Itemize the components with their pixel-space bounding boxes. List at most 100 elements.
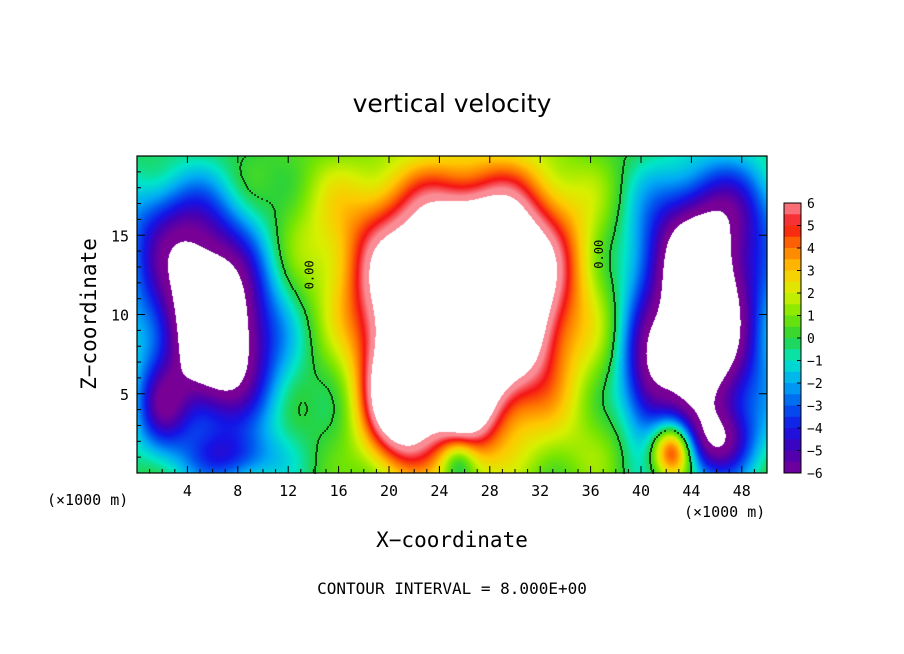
contour-segment [333, 410, 335, 412]
contour-labels: 0.00 0.00 [302, 240, 606, 290]
contour-segment [308, 326, 310, 328]
contour-segment [298, 412, 300, 414]
contour-segment [277, 242, 279, 244]
contour-segment [311, 354, 313, 356]
contour-segment [608, 368, 610, 370]
contour-segment [308, 328, 310, 330]
contour-segment [608, 418, 610, 420]
contour-segment [315, 462, 317, 464]
contour-segment [245, 184, 247, 186]
contour-segment [312, 360, 314, 362]
contour-segment [613, 336, 615, 338]
contour-segment [674, 430, 676, 432]
contour-segment [614, 308, 616, 310]
colorbar-tick-label: 5 [807, 220, 815, 235]
colorbar-swatch [784, 405, 801, 418]
contour-segment [604, 382, 606, 384]
contour-segment [279, 252, 281, 254]
contour-segment [614, 324, 616, 326]
contour-segment [319, 380, 321, 382]
contour-segment [622, 172, 624, 174]
contour-segment [280, 256, 282, 258]
heatmap-field [137, 156, 767, 473]
contour-segment [613, 300, 615, 302]
contour-segment [315, 456, 317, 458]
contour-segment [609, 262, 611, 264]
contour-segment [612, 286, 614, 288]
contour-segment [609, 264, 611, 266]
contour-segment [619, 444, 621, 446]
contour-segment [605, 412, 607, 414]
colorbar-tick-label: −1 [807, 355, 823, 370]
contour-segment [614, 230, 616, 232]
contour-segment [275, 220, 277, 222]
contour-segment [315, 374, 317, 376]
colorbar-swatch [784, 326, 801, 339]
contour-segment [278, 244, 280, 246]
contour-segment [620, 446, 622, 448]
contour-segment [613, 296, 615, 298]
colorbar-swatch [784, 248, 801, 260]
contour-segment [278, 246, 280, 248]
colorbar-swatch [784, 259, 801, 271]
contour-segment [603, 406, 605, 408]
contour-segment [286, 276, 288, 278]
contour-segment [305, 412, 307, 414]
contour-segment [333, 408, 335, 410]
contour-segment [619, 198, 621, 200]
colorbar-swatch [784, 281, 801, 294]
contour-segment [613, 292, 615, 294]
contour-segment [607, 416, 609, 418]
contour-segment [654, 438, 656, 440]
contour-segment [311, 350, 313, 352]
contour-segment [606, 414, 608, 416]
contour-segment [277, 236, 279, 238]
contour-segment [240, 162, 242, 164]
contour-segment [244, 182, 246, 184]
contour-segment [243, 180, 245, 182]
contour-segment [307, 320, 309, 322]
contour-segment [609, 364, 611, 366]
contour-segment [613, 294, 615, 296]
contour-segment [274, 216, 276, 218]
contour-segment [327, 426, 329, 428]
contour-segment [327, 388, 329, 390]
contour-segment [610, 358, 612, 360]
contour-segment [618, 208, 620, 210]
contour-segment [296, 294, 298, 296]
contour-segment [330, 422, 332, 424]
contour-segment [306, 410, 308, 412]
contour-segment [610, 274, 612, 276]
contour-segment [688, 452, 690, 454]
contour-segment [609, 270, 611, 272]
contour-segment [602, 390, 604, 392]
contour-segment [311, 352, 313, 354]
contour-segment [609, 258, 611, 260]
contour-segment [606, 374, 608, 376]
contour-segment [311, 348, 313, 350]
contour-segment [602, 404, 604, 406]
x-tick-label: 32 [531, 482, 549, 500]
contour-segment [281, 260, 283, 262]
contour-segment [685, 442, 687, 444]
contour-segment [602, 396, 604, 398]
contour-segment [612, 288, 614, 290]
contour-segment [613, 234, 615, 236]
contour-segment [304, 310, 306, 312]
colorbar-swatch [784, 394, 801, 406]
contour-segment [615, 222, 617, 224]
contour-segment [602, 398, 604, 400]
contour-segment [620, 190, 622, 192]
contour-segment [649, 460, 651, 462]
contour-segment [614, 228, 616, 230]
contour-segment [610, 360, 612, 362]
contour-segment [283, 268, 285, 270]
x-tick-label: 48 [733, 482, 751, 500]
contour-segment [269, 202, 271, 204]
contour-segment [242, 158, 244, 160]
contour-segment [315, 452, 317, 454]
contour-segment [622, 170, 624, 172]
colorbar-tick-label: −6 [807, 467, 823, 482]
contour-segment [272, 206, 274, 208]
contour-segment [614, 328, 616, 330]
